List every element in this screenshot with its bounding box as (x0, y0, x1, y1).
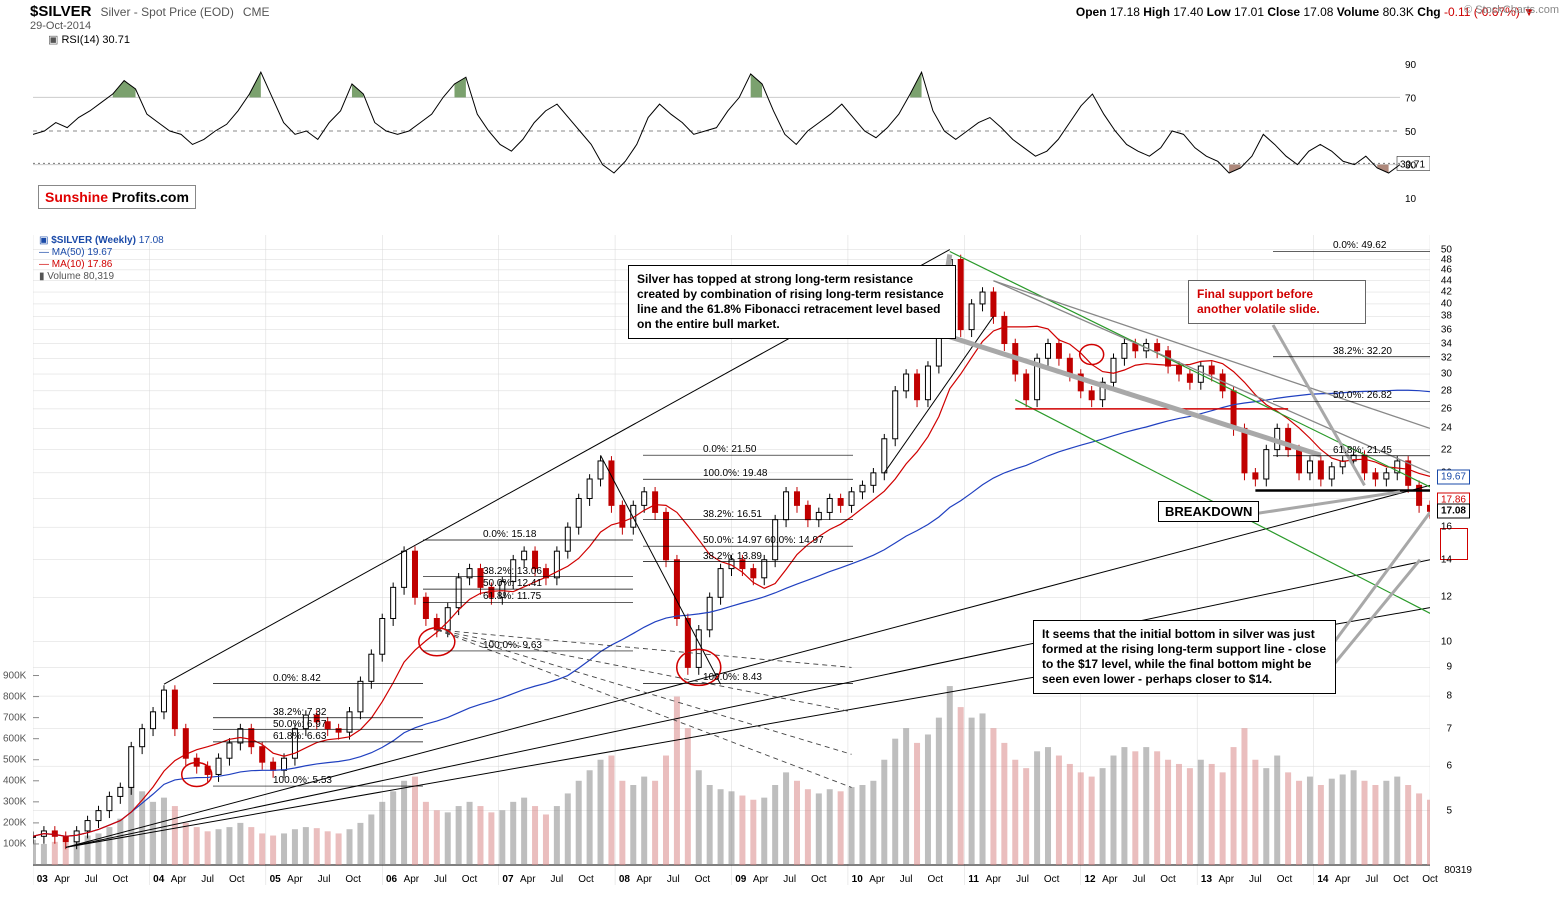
ticker-desc: Silver - Spot Price (EOD) (100, 5, 233, 19)
annotation-red: Final support before another volatile sl… (1188, 280, 1366, 324)
rsi-label: ▣ RSI(14) 30.71 (48, 33, 130, 46)
legend: ▣ $SILVER (Weekly) 17.08 — MA(50) 19.67 … (39, 235, 164, 283)
svg-text:50: 50 (1405, 127, 1417, 138)
breakdown-label: BREAKDOWN (1158, 501, 1259, 522)
rsi-chart: 103050709030.71 (33, 35, 1430, 220)
annotation-top: Silver has topped at strong long-term re… (628, 265, 956, 339)
svg-text:10: 10 (1405, 194, 1417, 205)
rsi-panel: ▣ RSI(14) 30.71 103050709030.71 Sunshine… (33, 35, 1430, 220)
volume-last: 80319 (1444, 865, 1472, 876)
main-price-panel: ▣ $SILVER (Weekly) 17.08 — MA(50) 19.67 … (33, 235, 1430, 885)
attribution: © StockCharts.com (1464, 4, 1559, 16)
svg-text:30.71: 30.71 (1400, 159, 1425, 170)
annotation-bottom: It seems that the initial bottom in silv… (1033, 620, 1336, 694)
chart-header: $SILVER Silver - Spot Price (EOD) CME Op… (30, 3, 1535, 20)
ticker-symbol: $SILVER (30, 3, 91, 20)
ticker-block: $SILVER Silver - Spot Price (EOD) CME (30, 3, 270, 20)
svg-text:90: 90 (1405, 60, 1417, 71)
watermark: Sunshine Profits.com (38, 185, 196, 209)
chart-date: 29-Oct-2014 (30, 20, 91, 32)
exchange: CME (243, 5, 270, 19)
svg-text:70: 70 (1405, 93, 1417, 104)
